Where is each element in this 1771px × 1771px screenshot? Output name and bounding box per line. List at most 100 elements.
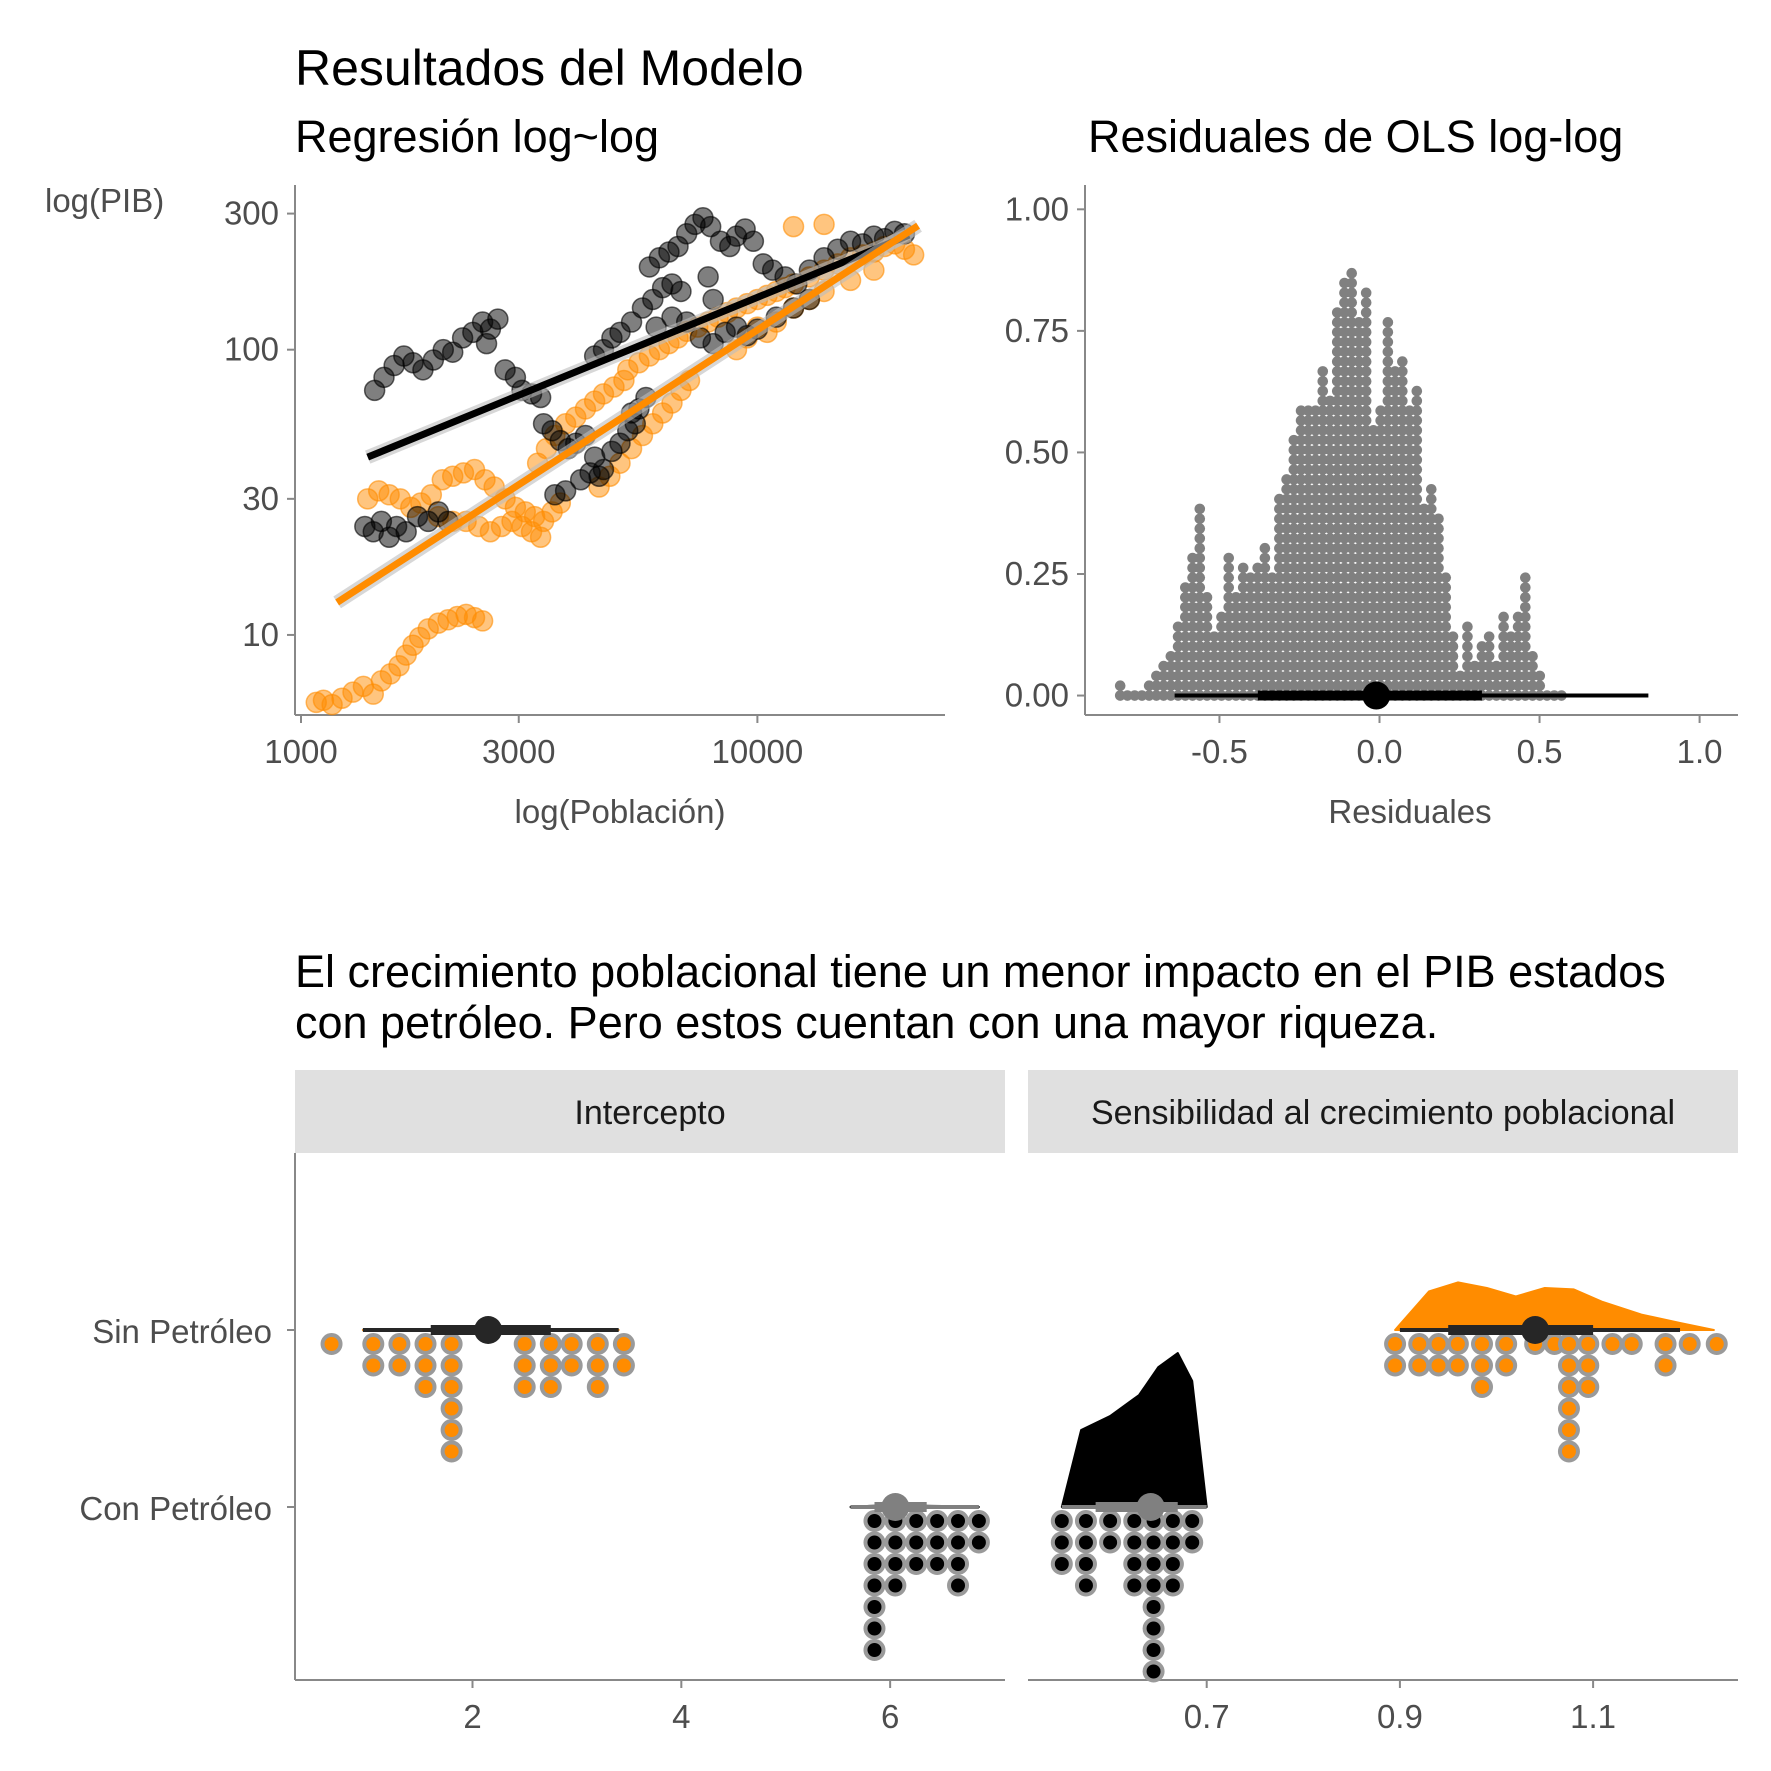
residual-dot xyxy=(1360,375,1372,387)
coef-dot-sin-petroleo xyxy=(414,1333,437,1355)
coef-dot-con-petroleo xyxy=(863,1531,886,1554)
coef-dot-sin-petroleo xyxy=(586,1333,609,1355)
scatter-point-con-petroleo xyxy=(670,280,692,303)
residual-dot xyxy=(1483,641,1495,652)
residual-dot xyxy=(1194,582,1206,593)
coef-dot-sin-petroleo xyxy=(1408,1333,1431,1355)
coef-dot-sin-petroleo xyxy=(1577,1354,1600,1377)
scatter-x-tick-label: 1000 xyxy=(264,733,337,770)
residual-dot xyxy=(1317,385,1329,397)
strip-label-intercepto: Intercepto xyxy=(574,1094,725,1132)
residual-dot xyxy=(1440,582,1452,593)
residual-dot xyxy=(1440,572,1452,583)
coef-dot-con-petroleo xyxy=(884,1574,907,1597)
residual-dot xyxy=(1397,375,1408,387)
scatter-x-tick-label: 10000 xyxy=(712,733,804,770)
residual-dot xyxy=(1317,366,1329,377)
residual-dot xyxy=(1194,503,1206,515)
residual-dot xyxy=(1534,680,1546,692)
residual-dot xyxy=(1360,307,1372,318)
scatter-panel: Regresión log~log log(PIB) log(Población… xyxy=(45,111,945,830)
coef-dot-sin-petroleo xyxy=(1384,1333,1407,1355)
residual-dot xyxy=(1520,641,1531,652)
coef-dot-con-petroleo xyxy=(1142,1639,1165,1661)
residual-dot xyxy=(1411,415,1423,426)
residual-dot xyxy=(1520,621,1531,633)
scatter-point-sin-petroleo xyxy=(902,244,925,266)
coef-dot-sin-petroleo xyxy=(1705,1333,1728,1355)
residual-dot xyxy=(1223,582,1235,593)
residuals-x-tick-label: 0.5 xyxy=(1517,733,1563,770)
scatter-x-tick-label: 3000 xyxy=(482,733,555,770)
residual-dot xyxy=(1440,601,1452,613)
residual-dot xyxy=(1520,601,1531,613)
residual-dot xyxy=(1194,552,1206,564)
residual-dot xyxy=(1411,454,1423,466)
residuals-x-tick-label: -0.5 xyxy=(1191,733,1248,770)
coef-dot-sin-petroleo xyxy=(1495,1354,1518,1377)
coef-dot-sin-petroleo xyxy=(1471,1376,1494,1398)
residual-dot xyxy=(1346,287,1358,299)
scatter-y-tick-label: 10 xyxy=(242,616,279,653)
residual-dot xyxy=(1411,474,1423,485)
coef-dot-con-petroleo xyxy=(905,1531,928,1554)
coef-dot-sin-petroleo xyxy=(1495,1333,1518,1355)
residuals-y-tick-label: 0.75 xyxy=(1005,312,1069,349)
coef-dot-sin-petroleo xyxy=(362,1333,385,1355)
residual-dot xyxy=(1397,395,1408,407)
residuals-y-tick-label: 0.25 xyxy=(1005,555,1069,592)
residuals-y-tick-label: 0.00 xyxy=(1005,677,1069,714)
coef-dot-con-petroleo xyxy=(1181,1531,1204,1554)
coefficients-x-tick-label: 0.7 xyxy=(1184,1698,1230,1735)
residual-dot xyxy=(1259,552,1271,564)
coef-dot-con-petroleo xyxy=(1099,1510,1122,1532)
coef-dot-con-petroleo xyxy=(863,1639,886,1661)
coef-dot-sin-petroleo xyxy=(1557,1376,1580,1398)
median-point-con-petroleo xyxy=(1136,1493,1165,1521)
residual-dot xyxy=(1462,641,1473,652)
residual-dot xyxy=(1114,680,1126,692)
coef-dot-sin-petroleo xyxy=(513,1376,536,1398)
residual-dot xyxy=(1462,621,1473,633)
coef-dot-con-petroleo xyxy=(1161,1510,1184,1532)
coef-dot-sin-petroleo xyxy=(440,1440,463,1463)
residuals-panel: Residuales de OLS log-log Residuales 0.0… xyxy=(1005,111,1738,830)
residual-dot xyxy=(1433,533,1444,544)
residual-dot xyxy=(1411,425,1423,436)
residuals-subtitle: Residuales de OLS log-log xyxy=(1088,111,1623,162)
coef-dot-con-petroleo xyxy=(1142,1596,1165,1618)
residual-dot xyxy=(1433,513,1444,525)
density-sin-petroleo xyxy=(1394,1281,1715,1331)
coef-dot-sin-petroleo xyxy=(1384,1354,1407,1377)
residual-dot xyxy=(1360,415,1372,426)
coef-dot-sin-petroleo xyxy=(440,1397,463,1420)
scatter-subtitle: Regresión log~log xyxy=(295,111,659,162)
coef-dot-con-petroleo xyxy=(1074,1553,1097,1575)
coef-dot-sin-petroleo xyxy=(1471,1333,1494,1355)
residual-dot xyxy=(1360,395,1372,407)
coef-dot-con-petroleo xyxy=(863,1574,886,1597)
residual-dot xyxy=(1462,650,1473,662)
coefficients-x-tick-label: 2 xyxy=(463,1698,481,1735)
coef-dot-sin-petroleo xyxy=(440,1419,463,1441)
median-point-con-petroleo xyxy=(881,1493,910,1521)
coef-dot-sin-petroleo xyxy=(320,1333,343,1355)
residual-dot xyxy=(1194,533,1206,544)
coef-dot-con-petroleo xyxy=(1142,1660,1165,1683)
coef-dot-con-petroleo xyxy=(947,1574,970,1597)
coef-dot-con-petroleo xyxy=(1181,1510,1204,1532)
residual-dot xyxy=(1411,444,1423,456)
residual-dot xyxy=(1360,366,1372,377)
scatter-point-con-petroleo xyxy=(742,230,765,252)
residual-dot xyxy=(1223,572,1235,583)
coefficients-title-line-1: El crecimiento poblacional tiene un meno… xyxy=(295,946,1666,997)
residual-dot xyxy=(1194,572,1206,583)
scatter-point-con-petroleo xyxy=(554,480,577,502)
scatter-y-tick-label: 300 xyxy=(224,195,279,232)
residual-dot xyxy=(1520,631,1531,642)
density-con-petroleo xyxy=(1060,1352,1208,1508)
coef-dot-sin-petroleo xyxy=(586,1376,609,1398)
residual-dot xyxy=(1447,631,1459,642)
scatter-point-con-petroleo xyxy=(395,521,417,543)
coefficients-title-line-2: con petróleo. Pero estos cuentan con una… xyxy=(295,997,1438,1048)
